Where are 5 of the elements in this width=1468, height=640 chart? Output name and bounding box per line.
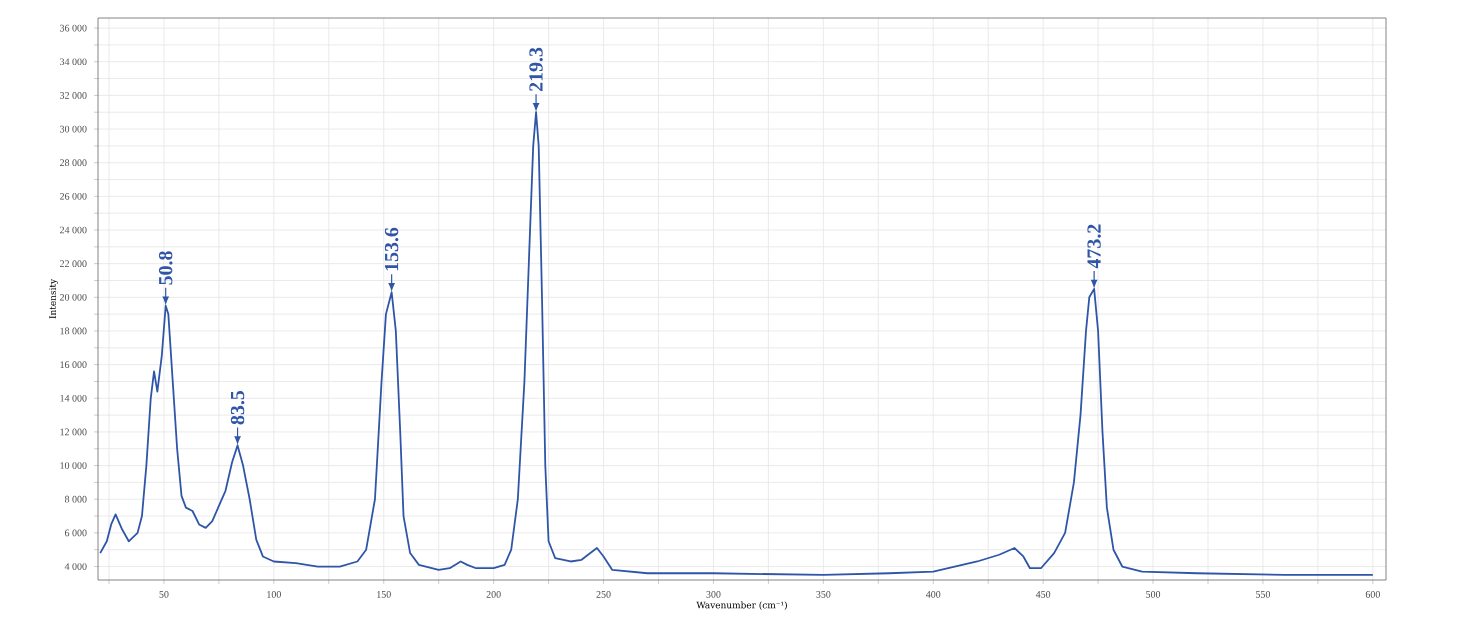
annotation: 50.8 [158,251,173,285]
annotation: 153.6 [384,227,399,271]
annotation: 473.2 [1087,224,1101,269]
annotation: 219.3 [529,47,543,92]
annotation: 83.5 [230,390,245,425]
